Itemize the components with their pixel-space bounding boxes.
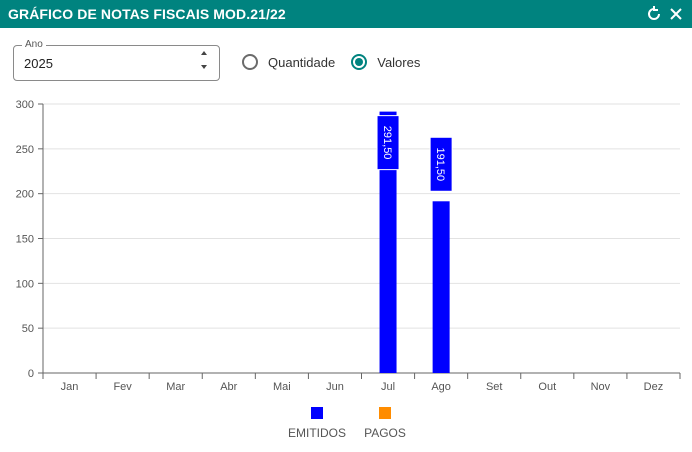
radio-circle[interactable]: [242, 54, 258, 70]
x-tick-label: Jul: [381, 381, 395, 393]
x-tick-label: Abr: [220, 381, 237, 393]
y-tick-label: 200: [16, 189, 34, 201]
data-label: 291,50: [381, 126, 393, 160]
x-tick-label: Fev: [113, 381, 132, 393]
data-label-box: [376, 115, 400, 171]
x-tick-label: Set: [486, 381, 503, 393]
y-tick-label: 100: [16, 278, 34, 290]
radio-quantidade[interactable]: Quantidade: [242, 54, 335, 70]
legend-item-pagos[interactable]: PAGOS: [360, 404, 410, 440]
legend-label: PAGOS: [364, 426, 406, 440]
chevron-up-icon[interactable]: [201, 51, 207, 55]
x-tick-label: Mar: [166, 381, 185, 393]
window-actions: [646, 6, 684, 22]
window-title: GRÁFICO DE NOTAS FISCAIS MOD.21/22: [8, 6, 286, 22]
x-tick-label: Out: [538, 381, 556, 393]
data-label: 191,50: [434, 147, 446, 181]
y-tick-label: 0: [28, 368, 34, 380]
radio-label: Quantidade: [268, 54, 336, 70]
radio-label: Valores: [377, 54, 421, 70]
radio-valores[interactable]: Valores: [351, 54, 420, 70]
year-stepper[interactable]: [199, 51, 209, 77]
radio-circle[interactable]: [351, 54, 368, 70]
data-label-box: [429, 136, 453, 192]
year-input[interactable]: [24, 54, 194, 72]
x-tick-label: Jan: [61, 381, 79, 393]
year-field-label: Ano: [22, 39, 46, 51]
x-tick-label: Mai: [273, 381, 291, 393]
mode-radio-group: Quantidade Valores: [242, 54, 436, 70]
x-tick-label: Ago: [431, 381, 451, 393]
chevron-down-icon[interactable]: [201, 65, 207, 69]
y-tick-label: 250: [16, 144, 34, 156]
refresh-icon[interactable]: [646, 6, 662, 22]
chart-legend: EMITIDOS PAGOS: [0, 404, 692, 440]
title-bar: GRÁFICO DE NOTAS FISCAIS MOD.21/22: [0, 0, 692, 28]
bar-emitidos-jul[interactable]: [379, 111, 397, 373]
legend-swatch-pagos: [379, 407, 391, 419]
x-tick-label: Dez: [644, 381, 664, 393]
x-tick-label: Jun: [326, 381, 344, 393]
y-tick-label: 150: [16, 234, 34, 246]
y-tick-label: 300: [16, 99, 34, 111]
year-field[interactable]: Ano: [13, 39, 220, 81]
bar-emitidos-ago[interactable]: [432, 201, 450, 373]
legend-item-emitidos[interactable]: EMITIDOS: [284, 404, 350, 440]
legend-swatch-emitidos: [311, 407, 323, 419]
x-tick-label: Nov: [591, 381, 611, 393]
bar-chart: 0 50 100 150 200 250 300 Jan Fev Mar Abr Mai Jun Jul A…: [16, 99, 681, 393]
legend-label: EMITIDOS: [287, 426, 346, 440]
y-tick-label: 50: [22, 323, 34, 335]
close-icon[interactable]: [668, 6, 684, 22]
